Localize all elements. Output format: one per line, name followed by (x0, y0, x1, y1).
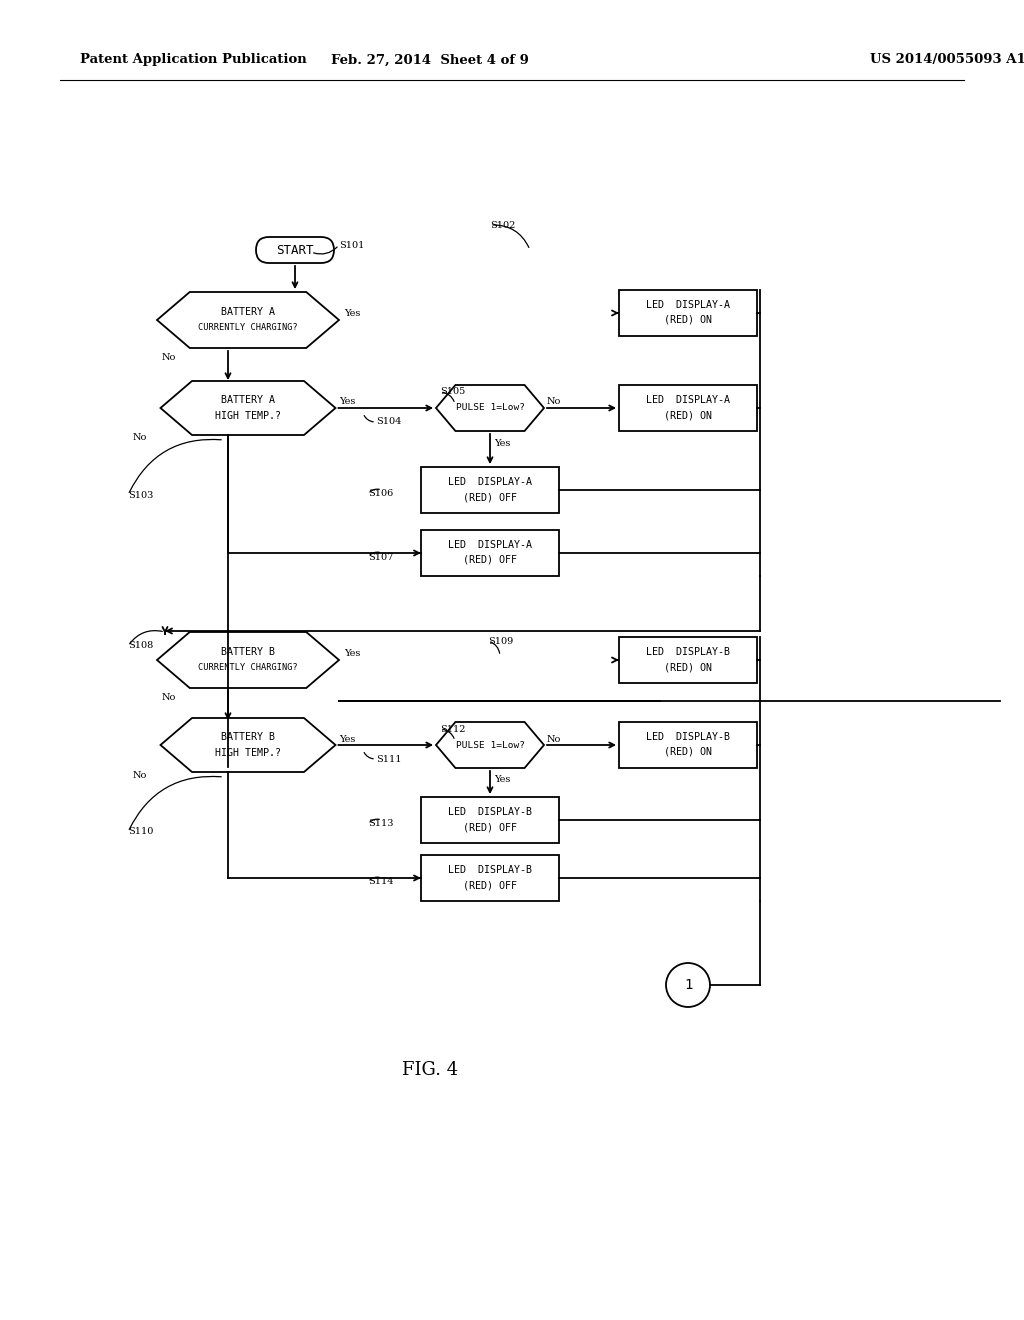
Polygon shape (161, 381, 336, 436)
Text: S110: S110 (128, 828, 154, 837)
Text: Yes: Yes (494, 438, 510, 447)
Polygon shape (436, 385, 544, 432)
Text: (RED) OFF: (RED) OFF (463, 492, 517, 502)
Polygon shape (157, 292, 339, 348)
Text: No: No (162, 354, 176, 363)
Bar (421, 531, 559, 576)
Text: Yes: Yes (340, 397, 356, 407)
Text: S112: S112 (440, 725, 466, 734)
Text: LED  DISPLAY-A: LED DISPLAY-A (646, 300, 730, 310)
Text: (RED) OFF: (RED) OFF (463, 880, 517, 890)
Text: HIGH TEMP.?: HIGH TEMP.? (215, 748, 281, 758)
Text: CURRENTLY CHARGING?: CURRENTLY CHARGING? (198, 323, 298, 333)
Bar (421, 855, 559, 902)
Text: LED  DISPLAY-B: LED DISPLAY-B (646, 647, 730, 657)
Polygon shape (157, 632, 339, 688)
Text: S111: S111 (376, 755, 401, 763)
Text: START: START (276, 243, 313, 256)
Text: CURRENTLY CHARGING?: CURRENTLY CHARGING? (198, 664, 298, 672)
Text: LED  DISPLAY-B: LED DISPLAY-B (449, 807, 532, 817)
Text: S107: S107 (368, 553, 393, 561)
Text: BATTERY A: BATTERY A (221, 308, 275, 317)
Polygon shape (436, 722, 544, 768)
Text: (RED) ON: (RED) ON (664, 315, 712, 325)
Text: No: No (547, 734, 561, 743)
Text: S113: S113 (368, 820, 393, 829)
Text: (RED) ON: (RED) ON (664, 663, 712, 672)
Circle shape (666, 964, 710, 1007)
Text: No: No (132, 433, 146, 442)
Bar (618, 722, 757, 768)
Text: Yes: Yes (344, 309, 360, 318)
Text: No: No (547, 397, 561, 407)
Text: S106: S106 (368, 490, 393, 499)
Text: BATTERY B: BATTERY B (221, 647, 275, 657)
Bar (618, 385, 757, 432)
Text: S105: S105 (440, 388, 465, 396)
Text: S108: S108 (128, 642, 154, 651)
Text: BATTERY B: BATTERY B (221, 733, 275, 742)
Bar (618, 638, 757, 682)
Text: LED  DISPLAY-A: LED DISPLAY-A (449, 540, 532, 550)
Bar (618, 290, 757, 337)
Text: (RED) ON: (RED) ON (664, 747, 712, 756)
Text: (RED) ON: (RED) ON (664, 411, 712, 420)
Text: FIG. 4: FIG. 4 (402, 1061, 458, 1078)
Text: LED  DISPLAY-B: LED DISPLAY-B (646, 733, 730, 742)
Text: S103: S103 (128, 491, 154, 499)
Polygon shape (161, 718, 336, 772)
Text: US 2014/0055093 A1: US 2014/0055093 A1 (870, 54, 1024, 66)
Text: HIGH TEMP.?: HIGH TEMP.? (215, 411, 281, 421)
Text: S109: S109 (488, 636, 513, 645)
Text: LED  DISPLAY-A: LED DISPLAY-A (646, 395, 730, 405)
Text: (RED) OFF: (RED) OFF (463, 554, 517, 565)
Text: Yes: Yes (494, 776, 510, 784)
Text: No: No (132, 771, 146, 780)
Text: LED  DISPLAY-B: LED DISPLAY-B (449, 865, 532, 875)
Text: No: No (162, 693, 176, 702)
FancyBboxPatch shape (256, 238, 334, 263)
Text: PULSE 1=Low?: PULSE 1=Low? (456, 404, 524, 412)
Text: BATTERY A: BATTERY A (221, 395, 275, 405)
Text: (RED) OFF: (RED) OFF (463, 822, 517, 832)
Bar (421, 467, 559, 513)
Text: PULSE 1=Low?: PULSE 1=Low? (456, 741, 524, 750)
Text: LED  DISPLAY-A: LED DISPLAY-A (449, 477, 532, 487)
Text: S101: S101 (339, 240, 365, 249)
Text: Feb. 27, 2014  Sheet 4 of 9: Feb. 27, 2014 Sheet 4 of 9 (331, 54, 529, 66)
Text: Yes: Yes (344, 649, 360, 659)
Text: Patent Application Publication: Patent Application Publication (80, 54, 307, 66)
Text: S104: S104 (376, 417, 401, 426)
Text: 1: 1 (684, 978, 692, 993)
Text: S102: S102 (490, 220, 515, 230)
Bar (421, 797, 559, 843)
Text: S114: S114 (368, 878, 393, 887)
Text: Yes: Yes (340, 734, 356, 743)
